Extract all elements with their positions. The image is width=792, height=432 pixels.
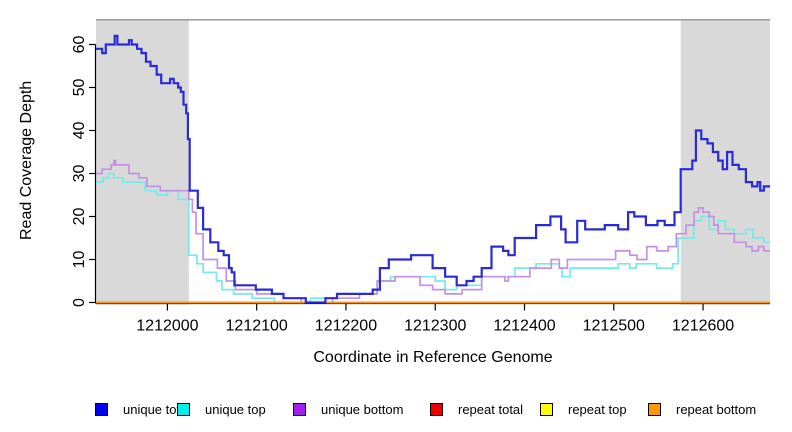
- x-axis-title: Coordinate in Reference Genome: [313, 349, 553, 366]
- y-tick-label: 10: [71, 251, 88, 269]
- series-line-unique-bottom: [96, 159, 770, 304]
- y-tick-label: 50: [71, 79, 88, 97]
- legend-swatch-unique-bottom: [293, 402, 306, 416]
- legend-swatch-repeat-total: [430, 402, 443, 416]
- x-tick-label: 1212100: [226, 318, 288, 335]
- legend-label: repeat total: [458, 401, 524, 417]
- x-tick-label: 1212000: [136, 318, 198, 335]
- legend-label: repeat top: [568, 401, 627, 417]
- x-tick-label: 1212500: [583, 318, 645, 335]
- y-tick-label: 20: [71, 208, 88, 226]
- chart-legend: unique total unique top unique bottom repea…: [0, 399, 792, 421]
- legend-label: unique bottom: [321, 401, 404, 417]
- x-tick-label: 1212300: [404, 318, 466, 335]
- y-tick-label: 30: [71, 165, 88, 183]
- legend-item-repeat-bottom: repeat bottom: [648, 399, 756, 419]
- legend-label: repeat bottom: [676, 401, 757, 417]
- x-tick-label: 1212400: [493, 318, 555, 335]
- x-tick-label: 1212200: [315, 318, 377, 335]
- right-gray-band: [680, 20, 770, 305]
- y-tick-label: 60: [71, 36, 88, 54]
- legend-label: unique top: [205, 401, 266, 417]
- legend-label: unique total: [123, 401, 191, 417]
- legend-swatch-repeat-top: [540, 402, 553, 416]
- x-tick-label: 1212600: [672, 318, 734, 335]
- legend-item-repeat-total: repeat total: [430, 399, 523, 419]
- legend-swatch-unique-total: [95, 402, 108, 416]
- legend-item-unique-top: unique top: [177, 399, 266, 419]
- legend-item-repeat-top: repeat top: [540, 399, 627, 419]
- y-axis-title: Read Coverage Depth: [18, 81, 35, 241]
- legend-item-unique-bottom: unique bottom: [293, 399, 403, 419]
- series-line-unique-total: [96, 34, 770, 304]
- left-gray-band: [96, 20, 189, 305]
- legend-item-unique-total: unique total: [95, 399, 190, 419]
- legend-swatch-repeat-bottom: [648, 402, 661, 416]
- y-tick-label: 40: [71, 122, 88, 140]
- y-tick-label: 0: [71, 298, 88, 307]
- legend-swatch-unique-top: [177, 402, 190, 416]
